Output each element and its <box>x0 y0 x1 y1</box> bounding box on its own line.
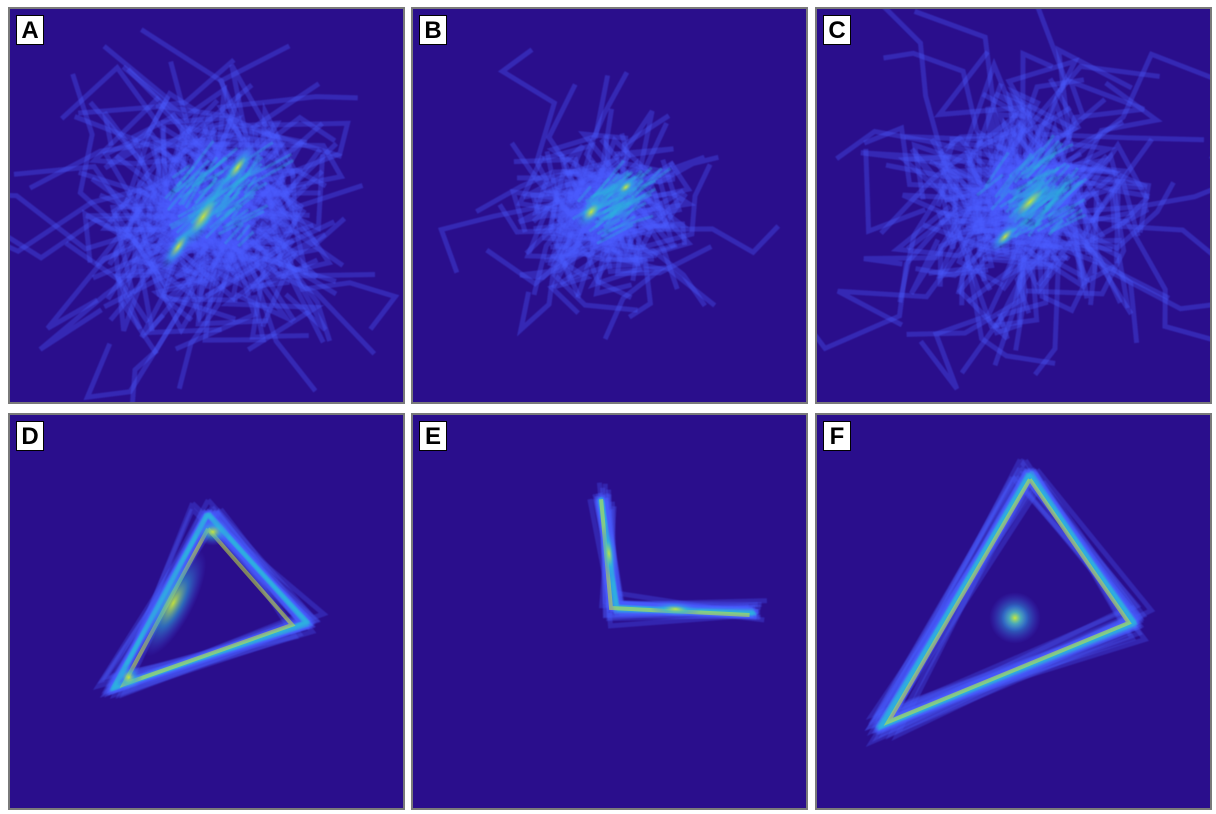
panel-label-a: A <box>16 15 44 45</box>
heatmap-d <box>10 415 403 808</box>
heatmap-f <box>817 415 1210 808</box>
panel-f: F <box>815 413 1212 810</box>
panel-label-e: E <box>419 421 447 451</box>
heatmap-c <box>817 9 1210 402</box>
panel-c: C <box>815 7 1212 404</box>
panel-d: D <box>8 413 405 810</box>
panel-label-c: C <box>823 15 851 45</box>
panel-label-b: B <box>419 15 447 45</box>
panel-a: A <box>8 7 405 404</box>
panel-label-d: D <box>16 421 44 451</box>
panel-label-f: F <box>823 421 851 451</box>
heatmap-b <box>413 9 806 402</box>
heatmap-a <box>10 9 403 402</box>
panel-e: E <box>411 413 808 810</box>
heatmap-e <box>413 415 806 808</box>
panel-b: B <box>411 7 808 404</box>
